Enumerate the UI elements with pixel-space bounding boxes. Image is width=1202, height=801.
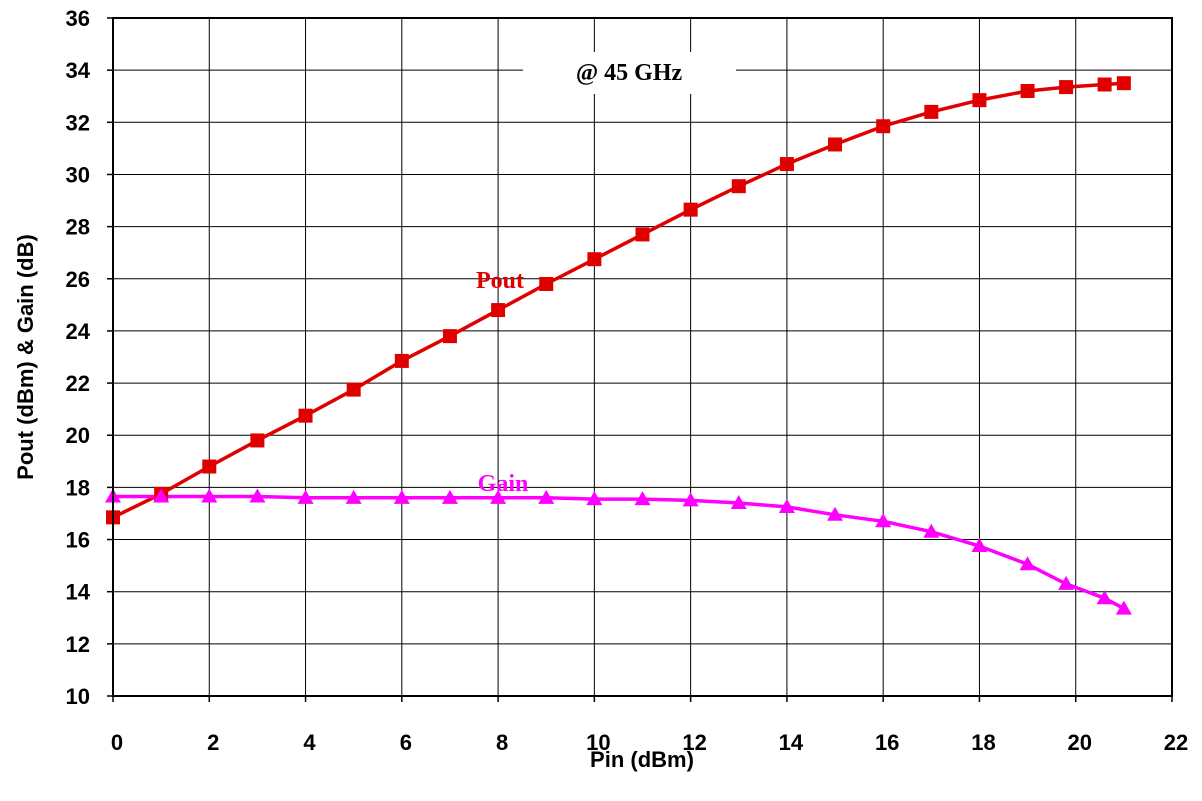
point-pout bbox=[731, 179, 746, 194]
point-gain bbox=[1115, 600, 1132, 615]
y-tick-label: 14 bbox=[66, 580, 91, 605]
y-tick-label: 28 bbox=[66, 215, 90, 240]
point-pout bbox=[828, 137, 843, 152]
point-gain bbox=[1096, 590, 1113, 605]
x-tick-label: 16 bbox=[875, 730, 899, 755]
point-gain bbox=[827, 506, 844, 521]
x-tick-label: 12 bbox=[682, 730, 706, 755]
point-pout bbox=[779, 157, 794, 172]
y-tick-label: 16 bbox=[66, 528, 90, 553]
x-tick-label: 4 bbox=[303, 730, 316, 755]
point-pout bbox=[491, 303, 506, 318]
x-tick-label: 0 bbox=[111, 730, 123, 755]
point-pout bbox=[635, 227, 650, 242]
point-pout bbox=[1059, 80, 1074, 95]
point-gain bbox=[490, 489, 507, 504]
y-tick-label: 20 bbox=[66, 423, 90, 448]
point-gain bbox=[345, 489, 362, 504]
point-pout bbox=[298, 408, 313, 423]
annotation-box bbox=[523, 52, 736, 94]
x-tick-label: 14 bbox=[779, 730, 804, 755]
point-gain bbox=[634, 491, 651, 506]
series-label-gain: Gain bbox=[478, 471, 529, 497]
y-tick-label: 24 bbox=[66, 319, 91, 344]
point-pout bbox=[394, 353, 409, 368]
grid bbox=[112, 17, 1173, 697]
y-tick-label: 18 bbox=[66, 475, 90, 500]
point-pout bbox=[1097, 77, 1112, 92]
point-pout bbox=[924, 104, 939, 119]
series-label-pout: Pout bbox=[476, 268, 524, 294]
point-gain bbox=[249, 488, 266, 503]
x-tick-label: 10 bbox=[586, 730, 610, 755]
y-tick-label: 34 bbox=[66, 58, 91, 83]
point-gain bbox=[778, 498, 795, 513]
y-tick-label: 10 bbox=[66, 684, 90, 709]
point-gain bbox=[538, 489, 555, 504]
point-pout bbox=[972, 93, 987, 108]
point-pout bbox=[1116, 76, 1131, 91]
x-tick-label: 18 bbox=[971, 730, 995, 755]
plot-area bbox=[112, 17, 1173, 697]
x-tick-label: 22 bbox=[1164, 730, 1188, 755]
y-tick-label: 30 bbox=[66, 162, 90, 187]
y-tick-label: 22 bbox=[66, 371, 90, 396]
point-gain bbox=[201, 488, 218, 503]
annotation-label: @ 45 GHz bbox=[576, 60, 683, 86]
point-gain bbox=[441, 489, 458, 504]
series-layer bbox=[112, 81, 1125, 611]
series-line-pout bbox=[112, 81, 1125, 519]
tick-labels: 0 2 4 6 8 10 12 14 16 18 20 22101214161820222426283… bbox=[66, 6, 1189, 755]
point-pout bbox=[250, 433, 265, 448]
point-gain bbox=[875, 513, 892, 528]
y-tick-label: 26 bbox=[66, 267, 90, 292]
point-gain bbox=[393, 489, 410, 504]
y-tick-label: 32 bbox=[66, 110, 90, 135]
point-pout bbox=[1020, 84, 1035, 99]
y-tick-label: 36 bbox=[66, 6, 90, 31]
point-pout bbox=[442, 329, 457, 344]
point-pout bbox=[683, 202, 698, 217]
x-tick-label: 2 bbox=[207, 730, 219, 755]
point-pout bbox=[202, 459, 217, 474]
y-axis-title: Pout (dBm) & Gain (dB) bbox=[13, 234, 38, 480]
markers-layer bbox=[105, 76, 1132, 615]
point-gain bbox=[923, 523, 940, 538]
point-gain bbox=[297, 489, 314, 504]
x-tick-label: 8 bbox=[496, 730, 508, 755]
point-gain bbox=[586, 491, 603, 506]
point-pout bbox=[539, 276, 554, 291]
point-gain bbox=[971, 538, 988, 553]
point-gain bbox=[1019, 556, 1036, 571]
point-gain bbox=[730, 495, 747, 510]
point-pout bbox=[587, 252, 602, 267]
y-tick-label: 12 bbox=[66, 632, 90, 657]
point-gain bbox=[153, 488, 170, 503]
x-tick-label: 6 bbox=[400, 730, 412, 755]
point-gain bbox=[1058, 575, 1075, 590]
point-pout bbox=[346, 382, 361, 397]
x-tick-label: 20 bbox=[1067, 730, 1091, 755]
point-pout bbox=[876, 119, 891, 134]
x-axis-title: Pin (dBm) bbox=[590, 747, 694, 772]
point-gain bbox=[682, 492, 699, 507]
